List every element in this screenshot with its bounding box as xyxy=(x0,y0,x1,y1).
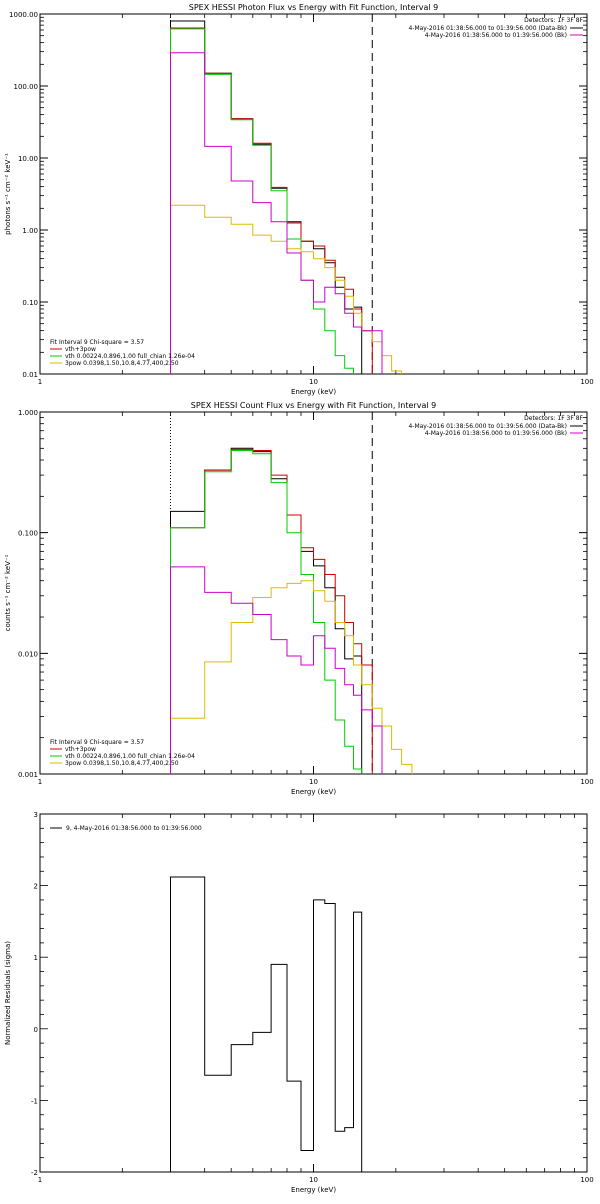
fit-interval-label-1: Fit Interval 9 Chi-square = 3.57 xyxy=(50,739,144,746)
legend-right-label-1-0: 4-May-2016 01:38:56.000 to 01:39:56.000 … xyxy=(408,423,567,430)
legend-left-label-1-1: vth 0.00224,0.896,1.00 full_chian 1.26e-… xyxy=(65,753,195,760)
x-tick-label-0: 10 xyxy=(309,378,318,386)
series-line-0-0 xyxy=(170,20,363,374)
series-line-1-1 xyxy=(170,448,373,774)
y-tick-label-2: 3 xyxy=(34,811,38,819)
series-line-0-4 xyxy=(170,52,383,374)
series-line-1-4 xyxy=(170,566,383,774)
chart-title-1: SPEX HESSI Count Flux vs Energy with Fit… xyxy=(191,401,436,410)
y-tick-label-0: 100.00 xyxy=(14,83,39,91)
y-axis-label-1: counts s⁻¹ cm⁻² keV⁻¹ xyxy=(4,554,12,631)
y-axis-label-0: photons s⁻¹ cm⁻² keV⁻¹ xyxy=(4,153,12,235)
x-tick-label-1: 100 xyxy=(580,778,593,786)
legend-right-label-1-1: 4-May-2016 01:38:56.000 to 01:39:56.000 … xyxy=(425,430,567,437)
x-tick-label-0: 1 xyxy=(38,378,42,386)
chart-title-0: SPEX HESSI Photon Flux vs Energy with Fi… xyxy=(189,3,439,12)
y-tick-label-0: 10.00 xyxy=(18,155,38,163)
plot-frame-0 xyxy=(39,13,588,375)
legend-left-label-0-2: 3pow 0.0398,1.50,10.8,4.77,400,2.50 xyxy=(65,360,179,367)
legend-left-label-1-2: 3pow 0.0398,1.50,10.8,4.77,400,2.50 xyxy=(65,760,179,767)
series-line-2-0 xyxy=(170,876,363,1172)
x-axis-label-0: Energy (keV) xyxy=(291,388,336,396)
y-tick-label-2: 1 xyxy=(34,954,38,962)
x-tick-label-2: 100 xyxy=(580,1176,593,1184)
x-axis-label-2: Energy (keV) xyxy=(291,1186,336,1194)
fit-interval-label-0: Fit Interval 9 Chi-square = 3.57 xyxy=(50,339,144,346)
x-tick-label-1: 1 xyxy=(38,778,42,786)
series-line-1-2 xyxy=(170,450,363,774)
x-tick-label-2: 10 xyxy=(309,1176,318,1184)
y-tick-label-0: 0.10 xyxy=(22,299,38,307)
y-tick-label-0: 1000.00 xyxy=(9,11,38,19)
legend-left-label-1-0: vth+3pow xyxy=(65,746,96,753)
x-tick-label-0: 100 xyxy=(580,378,593,386)
detectors-label-1: Detectors: 1F 3F 8F xyxy=(524,415,583,422)
series-line-0-2 xyxy=(170,28,354,374)
series-line-1-0 xyxy=(170,447,363,774)
y-tick-label-2: 0 xyxy=(34,1026,38,1034)
series-line-1-3 xyxy=(170,580,413,774)
legend-right-label-0-0: 4-May-2016 01:38:56.000 to 01:39:56.000 … xyxy=(408,25,567,32)
y-tick-label-1: 0.010 xyxy=(18,650,38,658)
y-axis-label-2: Normalized Residuals (sigma) xyxy=(4,941,12,1045)
y-tick-label-1: 1.000 xyxy=(18,409,38,417)
y-tick-label-1: 0.001 xyxy=(18,771,38,779)
legend-right-label-0-1: 4-May-2016 01:38:56.000 to 01:39:56.000 … xyxy=(425,32,567,39)
x-axis-label-1: Energy (keV) xyxy=(291,788,336,796)
x-tick-label-2: 1 xyxy=(38,1176,42,1184)
series-line-0-1 xyxy=(170,27,373,374)
y-tick-label-2: -1 xyxy=(31,1097,38,1105)
series-line-0-3 xyxy=(170,204,403,374)
y-tick-label-0: 1.00 xyxy=(22,227,38,235)
y-tick-label-2: -2 xyxy=(31,1169,38,1177)
legend-residual-label-2: 9, 4-May-2016 01:38:56.000 to 01:39:56.0… xyxy=(66,825,202,832)
x-tick-label-1: 10 xyxy=(309,778,318,786)
legend-left-label-0-1: vth 0.00224,0.896,1.00 full_chian 1.26e-… xyxy=(65,353,195,360)
y-tick-label-0: 0.01 xyxy=(22,371,38,379)
legend-left-label-0-0: vth+3pow xyxy=(65,346,96,353)
detectors-label-0: Detectors: 1F 3F 8F xyxy=(524,17,583,24)
y-tick-label-1: 0.100 xyxy=(18,530,38,538)
y-tick-label-2: 2 xyxy=(34,883,38,891)
